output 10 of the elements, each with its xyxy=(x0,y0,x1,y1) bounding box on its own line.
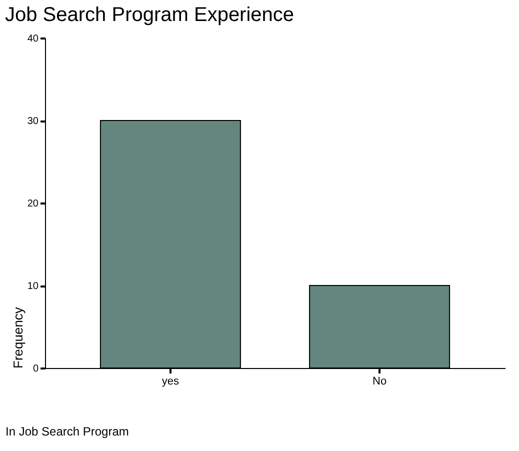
chart-title: Job Search Program Experience xyxy=(5,4,294,26)
y-tick-label: 0 xyxy=(32,364,39,374)
y-tick-label: 20 xyxy=(27,198,39,210)
x-axis-title: In Job Search Program xyxy=(6,424,129,438)
y-tick-label: 30 xyxy=(27,116,39,127)
x-tick-label: No xyxy=(372,376,387,388)
x-tick-label: yes xyxy=(162,376,180,388)
y-tick-label: 40 xyxy=(27,34,39,44)
y-axis-title: Frequency xyxy=(10,306,26,368)
y-tick-label: 10 xyxy=(27,281,39,292)
